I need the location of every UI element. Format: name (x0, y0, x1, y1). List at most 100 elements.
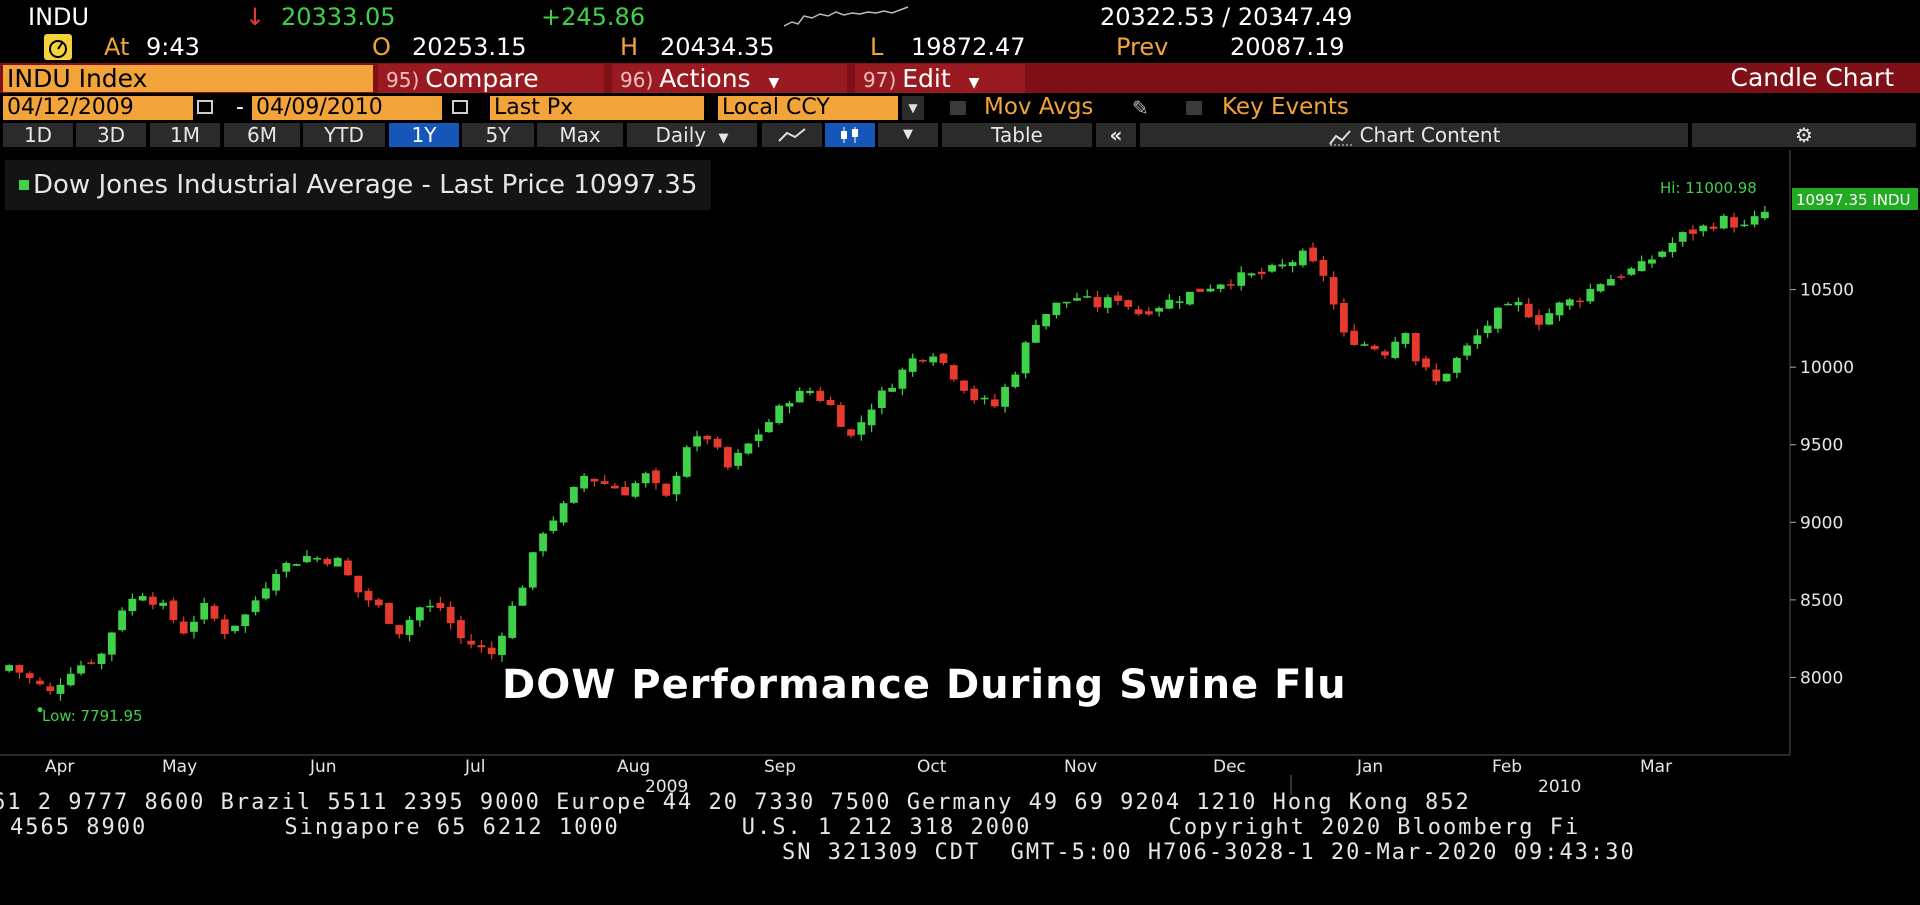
tab-1m[interactable]: 1M (150, 123, 220, 147)
actions-label: Actions (659, 64, 751, 93)
y-tick-label: 9000 (1800, 513, 1843, 533)
candle-down (1370, 345, 1379, 350)
chart-style-dropdown[interactable]: ▼ (878, 123, 938, 147)
candle-down (179, 621, 188, 634)
security-ticker-field[interactable]: INDU Index (3, 65, 373, 92)
settings-button[interactable]: ⚙ (1692, 123, 1916, 147)
candle-down (1114, 295, 1122, 301)
calendar-icon[interactable] (452, 100, 468, 114)
candle-down (1350, 330, 1359, 345)
candle-down (1617, 276, 1626, 278)
tab-1y[interactable]: 1Y (389, 123, 459, 147)
footer-line-1: 61 2 9777 8600 Brazil 5511 2395 9000 Eur… (0, 790, 1471, 815)
key-events-label[interactable]: Key Events (1222, 94, 1349, 120)
edit-button[interactable]: 97) Edit ▼ (855, 64, 1025, 93)
candle-up (672, 475, 681, 495)
candle-up (1658, 251, 1667, 257)
candle-up (1504, 303, 1513, 306)
candle-up (313, 558, 322, 560)
candle-up (806, 390, 814, 394)
candle-up (744, 443, 753, 454)
candle-up (1596, 284, 1605, 292)
candle-down (939, 353, 948, 363)
high-label: H (620, 33, 639, 61)
candle-up (754, 434, 763, 441)
currency-selector[interactable]: Local CCY (718, 96, 898, 120)
candle-up (1247, 273, 1256, 276)
key-events-checkbox[interactable] (1186, 101, 1202, 115)
candle-up (1678, 232, 1687, 242)
candle-up (1648, 259, 1656, 264)
candle-up (1668, 242, 1677, 253)
compare-button[interactable]: 95) Compare (378, 64, 604, 93)
candle-down (919, 359, 927, 362)
x-month-label: May (162, 757, 197, 777)
candle-down (1227, 284, 1235, 286)
candle-down (703, 435, 712, 440)
currency-dropdown-icon[interactable]: ▼ (902, 96, 924, 120)
end-date-field[interactable]: 04/09/2010 (252, 96, 442, 120)
low-annotation: Low: 7791.95 (42, 707, 143, 725)
prev-label: Prev (1116, 33, 1169, 61)
y-tick-label: 10000 (1800, 358, 1854, 378)
hi-annotation: Hi: 11000.98 (1660, 179, 1757, 197)
actions-button[interactable]: 96) Actions ▼ (612, 64, 847, 93)
low-value: 19872.47 (911, 33, 1026, 61)
tab-5y[interactable]: 5Y (462, 123, 534, 147)
mov-avgs-checkbox[interactable] (950, 101, 966, 115)
low-marker (37, 707, 43, 713)
frequency-label: Daily (655, 123, 707, 147)
candle-up (333, 557, 342, 567)
candle-down (816, 390, 825, 401)
candle-chart-toggle[interactable] (825, 123, 875, 147)
start-date-field[interactable]: 04/12/2009 (3, 96, 193, 120)
x-month-label: Sep (764, 757, 796, 777)
footer-line-3: SN 321309 CDT GMT-5:00 H706-3028-1 20-Ma… (782, 840, 1636, 865)
x-month-label: Aug (617, 757, 650, 777)
tab-3d[interactable]: 3D (76, 123, 146, 147)
candle-up (888, 387, 897, 392)
candle-up (1083, 296, 1092, 298)
candle-up (549, 520, 558, 531)
candle-down (1432, 369, 1441, 382)
pencil-icon[interactable]: ✎ (1132, 96, 1149, 120)
candle-up (1185, 291, 1194, 305)
candle-up (200, 602, 209, 620)
candle-up (1391, 341, 1400, 358)
candle-up (1042, 313, 1051, 327)
field-selector[interactable]: Last Px (490, 96, 704, 120)
mov-avgs-label[interactable]: Mov Avgs (984, 94, 1094, 120)
line-chart-toggle[interactable] (762, 123, 822, 147)
chart-content-button[interactable]: Chart Content (1140, 123, 1688, 147)
candle-up (775, 405, 784, 423)
candle-up (1001, 386, 1009, 407)
x-month-label: Oct (917, 757, 947, 777)
prev-value: 20087.19 (1230, 33, 1345, 61)
calendar-icon[interactable] (197, 100, 213, 114)
candle-up (539, 533, 547, 552)
frequency-dropdown[interactable]: Daily ▼ (627, 123, 757, 147)
tab-1d[interactable]: 1D (3, 123, 73, 147)
candle-up (693, 436, 701, 447)
tab-ytd[interactable]: YTD (303, 123, 385, 147)
tab-6m[interactable]: 6M (224, 123, 300, 147)
open-label: O (372, 33, 391, 61)
chart-content-icon (1328, 129, 1352, 145)
candle-up (1401, 333, 1410, 344)
candle-down (836, 405, 845, 427)
candle-down (446, 606, 455, 624)
candle-up (1760, 211, 1769, 219)
candle-up (498, 635, 506, 655)
candle-down (713, 438, 722, 448)
collapse-button[interactable]: « (1096, 123, 1136, 147)
candle-down (1124, 300, 1133, 307)
candle-up (1473, 335, 1482, 344)
x-month-label: Jan (1356, 757, 1383, 777)
candle-down (847, 429, 855, 436)
tab-max[interactable]: Max (537, 123, 623, 147)
candle-up (1699, 225, 1708, 232)
candle-down (344, 560, 352, 576)
candle-down (611, 485, 619, 489)
table-button[interactable]: Table (942, 123, 1092, 147)
candle-down (1319, 259, 1328, 276)
